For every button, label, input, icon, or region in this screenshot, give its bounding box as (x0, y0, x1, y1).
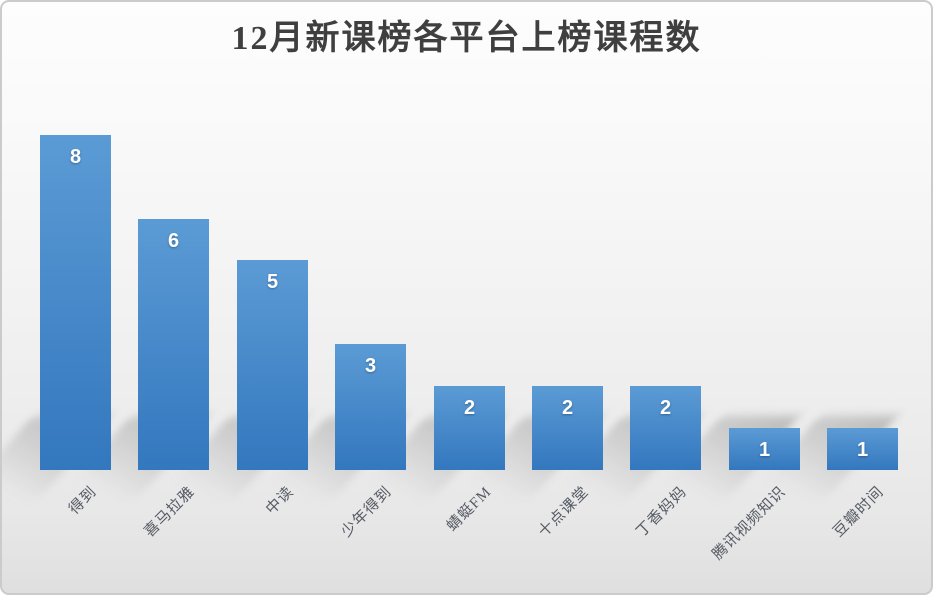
bar-value-label: 1 (856, 439, 869, 461)
bar: 2 (630, 386, 701, 470)
bar-value-label: 2 (659, 397, 672, 419)
bar: 5 (237, 260, 308, 470)
bar: 2 (434, 386, 505, 470)
bar-value-label: 3 (364, 355, 377, 377)
bar-value-label: 1 (758, 439, 771, 461)
bar-value-label: 8 (69, 146, 82, 168)
chart-title: 12月新课榜各平台上榜课程数 (231, 20, 702, 57)
bar-value-label: 6 (167, 230, 180, 252)
bar: 1 (827, 428, 898, 470)
bar: 3 (335, 344, 406, 470)
x-axis-label: 豆瓣时间 (831, 483, 888, 541)
bar-value-label: 5 (266, 271, 279, 293)
bar-value-label: 2 (463, 397, 476, 419)
bar: 2 (532, 386, 603, 470)
bar: 8 (40, 135, 111, 470)
bar-value-label: 2 (561, 397, 574, 419)
bar: 1 (729, 428, 800, 470)
bar: 6 (138, 219, 209, 470)
